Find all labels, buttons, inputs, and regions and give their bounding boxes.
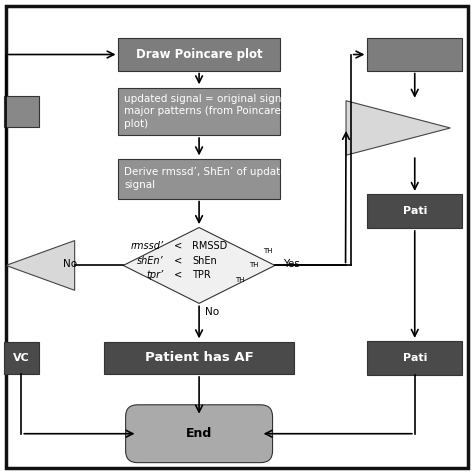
Text: VC: VC [13,353,30,363]
Text: shEn’: shEn’ [137,255,164,266]
Text: End: End [186,427,212,440]
FancyBboxPatch shape [6,6,468,468]
Text: <: < [171,255,185,266]
Text: TPR: TPR [192,270,211,280]
Text: <: < [171,241,185,252]
FancyBboxPatch shape [367,341,462,375]
Text: tpr’: tpr’ [146,270,164,280]
FancyBboxPatch shape [126,405,273,463]
Text: Pati: Pati [402,353,427,363]
Text: Derive rmssd’, ShEn’ of updated
signal: Derive rmssd’, ShEn’ of updated signal [124,167,293,190]
FancyBboxPatch shape [118,158,280,199]
FancyBboxPatch shape [4,342,39,374]
Text: <: < [171,270,185,280]
FancyBboxPatch shape [367,38,462,71]
Polygon shape [123,228,275,303]
Text: RMSSD: RMSSD [192,241,227,252]
FancyBboxPatch shape [367,194,462,228]
Text: Pati: Pati [402,206,427,216]
Text: TH: TH [249,263,258,268]
FancyBboxPatch shape [118,38,280,71]
Text: rmssd’: rmssd’ [130,241,164,252]
Text: Patient has AF: Patient has AF [145,351,254,365]
Text: ShEn: ShEn [192,255,217,266]
Polygon shape [346,101,450,155]
Text: No: No [205,307,219,317]
Text: No: No [63,259,77,269]
Polygon shape [6,241,75,290]
Text: Yes: Yes [283,259,300,269]
FancyBboxPatch shape [104,342,294,374]
Text: updated signal = original signal –
major patterns (from Poincare
plot): updated signal = original signal – major… [124,94,300,129]
Text: TH: TH [263,248,273,254]
FancyBboxPatch shape [118,88,280,135]
FancyBboxPatch shape [4,96,39,127]
Text: TH: TH [235,277,244,283]
Text: Draw Poincare plot: Draw Poincare plot [136,48,263,61]
